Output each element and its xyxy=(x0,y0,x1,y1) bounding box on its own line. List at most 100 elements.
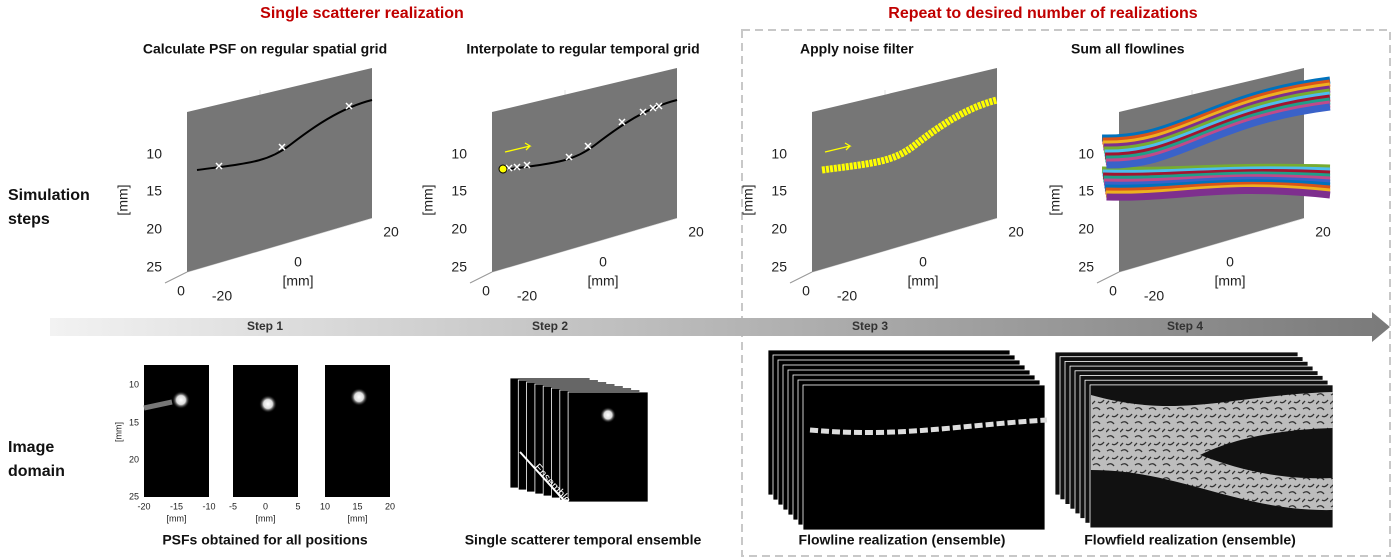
row-label: steps xyxy=(8,211,50,228)
y-axis-label: [mm] xyxy=(1047,184,1063,215)
direction-arrow xyxy=(824,142,852,153)
caption: Flowfield realization (ensemble) xyxy=(1084,532,1296,548)
depth-tick-label: 0 xyxy=(482,283,490,299)
flowline xyxy=(821,96,998,174)
y-tick-label: 15 xyxy=(146,183,162,199)
psf-y-label: [mm] xyxy=(113,422,123,442)
panel-title: Calculate PSF on regular spatial grid xyxy=(143,41,387,57)
y-tick-label: 25 xyxy=(451,259,467,275)
depth-tick-label: -20 xyxy=(212,288,232,304)
repeat-box xyxy=(741,29,1391,557)
step-label: Step 1 xyxy=(247,319,283,333)
psf-spot xyxy=(350,388,368,406)
y-axis-label: [mm] xyxy=(740,184,756,215)
x-axis-label: [mm] xyxy=(282,273,313,289)
psf-x-tick: 15 xyxy=(352,501,362,511)
caption: Single scatterer temporal ensemble xyxy=(465,532,702,548)
flowline xyxy=(1106,103,1331,169)
panel-title: Apply noise filter xyxy=(800,41,914,57)
x-axis-label: [mm] xyxy=(907,273,938,289)
caption: PSFs obtained for all positions xyxy=(162,532,368,548)
panel-title: Interpolate to regular temporal grid xyxy=(466,41,699,57)
x-axis-label: [mm] xyxy=(1214,273,1245,289)
sample-marker xyxy=(655,102,663,110)
psf-y-tick: 15 xyxy=(129,417,139,427)
section-header: Repeat to desired number of realizations xyxy=(888,5,1198,22)
y-tick-label: 15 xyxy=(451,183,467,199)
psf-y-tick: 25 xyxy=(129,491,139,501)
psf-y-tick: 20 xyxy=(129,454,139,464)
scatterer xyxy=(498,164,508,174)
x-tick-label: 20 xyxy=(1008,224,1024,240)
y-tick-label: 15 xyxy=(771,183,787,199)
y-tick-label: 10 xyxy=(146,146,162,162)
y-axis-label: [mm] xyxy=(420,184,436,215)
psf-x-label: [mm] xyxy=(167,513,187,523)
depth-tick-label: -20 xyxy=(837,288,857,304)
flowline xyxy=(501,99,678,171)
x-tick-label: 0 xyxy=(919,254,927,270)
psf-x-tick: 10 xyxy=(320,501,330,511)
psf-spot xyxy=(172,391,190,409)
flowline xyxy=(1106,187,1331,201)
psf-x-label: [mm] xyxy=(256,513,276,523)
sample-marker xyxy=(523,161,531,169)
sample-marker xyxy=(278,143,286,151)
x-tick-label: 0 xyxy=(599,254,607,270)
x-tick-label: 20 xyxy=(1315,224,1331,240)
axis-line xyxy=(1096,271,1120,284)
sample-marker xyxy=(345,102,353,110)
psf-image xyxy=(325,365,390,497)
direction-arrow xyxy=(504,142,532,153)
sample-marker xyxy=(584,142,592,150)
row-label: Image xyxy=(8,439,54,456)
flowline xyxy=(196,99,373,171)
x-tick-label: 0 xyxy=(294,254,302,270)
y-tick-label: 20 xyxy=(1078,221,1094,237)
x-tick-label: 20 xyxy=(383,224,399,240)
x-tick-label: 0 xyxy=(1226,254,1234,270)
psf-x-tick: -10 xyxy=(202,501,215,511)
section-header: Single scatterer realization xyxy=(260,5,464,22)
axis-line xyxy=(469,271,493,284)
psf-y-tick: 10 xyxy=(129,379,139,389)
ensemble-frame xyxy=(802,384,1046,531)
y-tick-label: 10 xyxy=(1078,146,1094,162)
psf-trail xyxy=(143,399,173,411)
sample-marker xyxy=(215,162,223,170)
panel-title: Sum all flowlines xyxy=(1071,41,1185,57)
depth-tick-label: 0 xyxy=(1109,283,1117,299)
psf-x-tick: -15 xyxy=(170,501,183,511)
psf-image xyxy=(144,365,209,497)
x-tick-label: 20 xyxy=(688,224,704,240)
y-tick-label: 25 xyxy=(1078,259,1094,275)
psf-x-tick: -5 xyxy=(229,501,237,511)
sample-marker xyxy=(649,104,657,112)
step-label: Step 3 xyxy=(852,319,888,333)
y-tick-label: 20 xyxy=(771,221,787,237)
step-label: Step 4 xyxy=(1167,319,1203,333)
x-axis-label: [mm] xyxy=(587,273,618,289)
y-tick-label: 25 xyxy=(771,259,787,275)
depth-tick-label: -20 xyxy=(1144,288,1164,304)
row-label: domain xyxy=(8,463,65,480)
psf-x-tick: 5 xyxy=(295,501,300,511)
depth-tick-label: 0 xyxy=(802,283,810,299)
caption: Flowline realization (ensemble) xyxy=(799,532,1006,548)
sample-marker xyxy=(618,118,626,126)
y-tick-label: 10 xyxy=(771,146,787,162)
vessel-image xyxy=(1091,392,1333,511)
psf-x-tick: 0 xyxy=(263,501,268,511)
y-tick-label: 10 xyxy=(451,146,467,162)
psf-spot xyxy=(600,407,616,423)
psf-x-tick: 20 xyxy=(385,501,395,511)
psf-spot xyxy=(259,395,277,413)
axis-line xyxy=(789,271,813,284)
y-tick-label: 15 xyxy=(1078,183,1094,199)
sample-marker xyxy=(565,153,573,161)
y-tick-label: 20 xyxy=(451,221,467,237)
ensemble-arrowhead xyxy=(595,537,606,546)
depth-tick-label: 0 xyxy=(177,283,185,299)
depth-tick-label: -20 xyxy=(517,288,537,304)
